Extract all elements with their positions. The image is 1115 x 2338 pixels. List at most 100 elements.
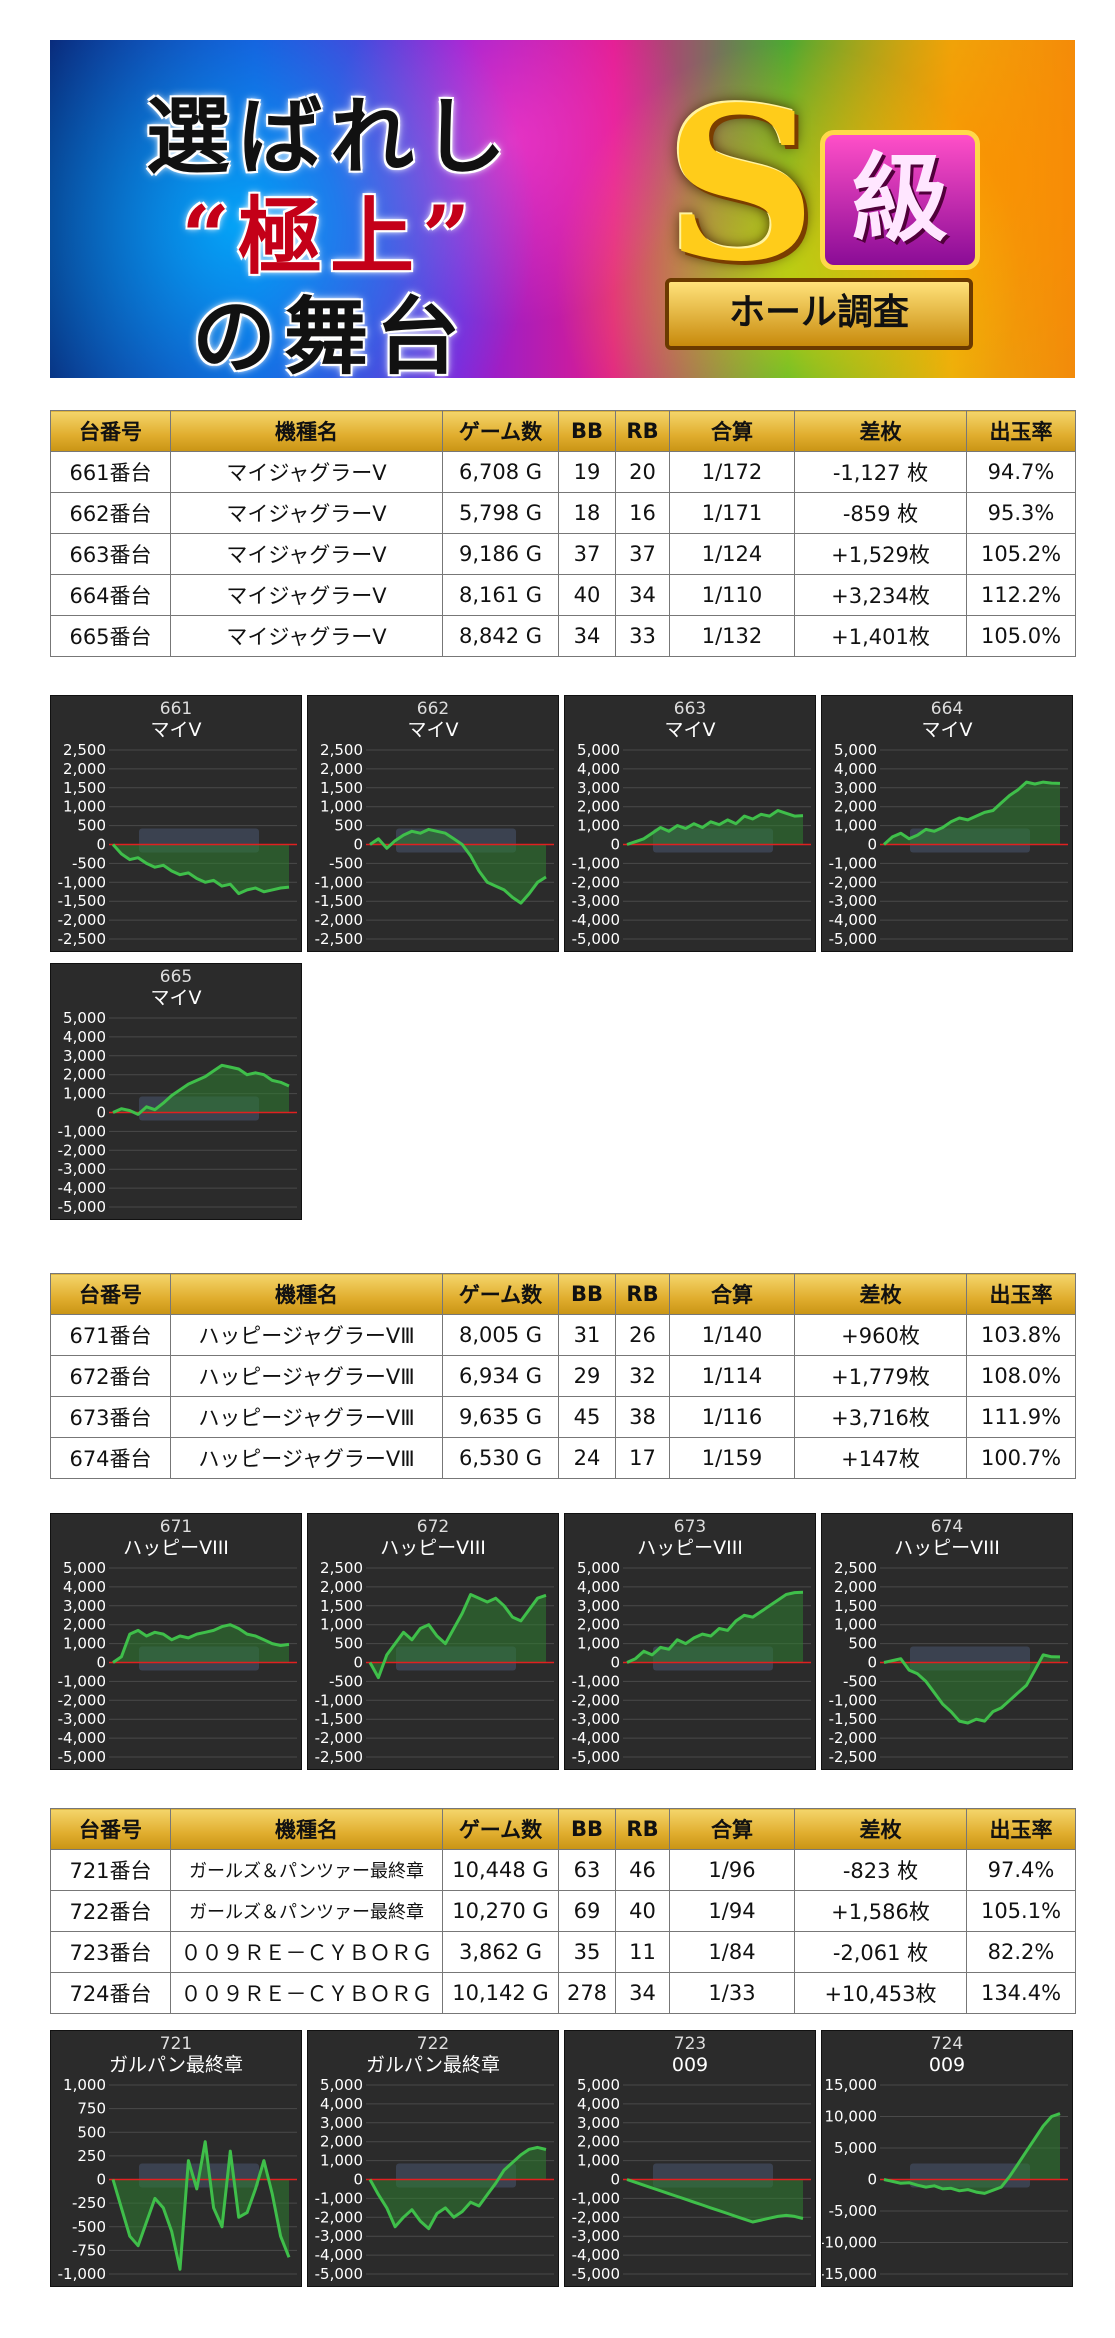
y-tick-label: -3,000 — [58, 1710, 106, 1728]
chart-subtitle: マイV — [151, 987, 202, 1009]
table-row: 664番台 マイジャグラーⅤ 8,161 G 40 34 1/110 +3,234枚 112.… — [50, 574, 1076, 616]
chart-subtitle: マイV — [665, 719, 716, 741]
cell-gousan: 1/114 — [669, 1355, 795, 1397]
table-row: 671番台 ハッピージャグラーⅤⅢ 8,005 G 31 26 1/140 +960枚 103… — [50, 1314, 1076, 1356]
y-tick-label: -1,000 — [829, 854, 877, 872]
y-tick-label: 2,000 — [320, 760, 363, 778]
table-header-row: 台番号 機種名 ゲーム数 BB RB 合算 差枚 出玉率 — [50, 1273, 1076, 1315]
chart-panel-664: 664 マイV 5,000 4,000 3,000 2,000 1,000 0 -1,000 -2… — [821, 695, 1073, 952]
cell-games: 5,798 G — [442, 492, 559, 534]
cell-samai: +1,586枚 — [794, 1890, 967, 1932]
cell-games: 9,635 G — [442, 1396, 559, 1438]
y-tick-label: 4,000 — [834, 760, 877, 778]
series-area — [370, 2147, 546, 2229]
cell-bb: 278 — [558, 1972, 616, 2014]
column-header: 機種名 — [170, 1273, 443, 1315]
y-tick-label: 5,000 — [834, 2139, 877, 2157]
series-area — [370, 1594, 546, 1678]
cell-gousan: 1/132 — [669, 615, 795, 657]
y-tick-label: -250 — [72, 2194, 106, 2212]
cell-bb: 19 — [558, 451, 616, 493]
y-tick-label: 750 — [77, 2100, 106, 2118]
column-header: 台番号 — [50, 1273, 171, 1315]
cell-samai: +1,529枚 — [794, 533, 967, 575]
cell-gousan: 1/159 — [669, 1437, 795, 1479]
y-tick-label: -1,000 — [58, 873, 106, 891]
y-tick-label: -1,000 — [829, 1691, 877, 1709]
y-tick-label: 500 — [334, 817, 363, 835]
y-tick-label: 3,000 — [320, 2114, 363, 2132]
cell-machine: マイジャグラーⅤ — [170, 492, 443, 534]
column-header: RB — [615, 410, 670, 452]
chart-panel-723: 723 009 5,000 4,000 3,000 2,000 1,000 0 -1,000 -2… — [564, 2030, 816, 2287]
column-header: ゲーム数 — [442, 1808, 559, 1850]
y-tick-label: 3,000 — [834, 779, 877, 797]
series-line — [111, 843, 290, 896]
cell-rb: 34 — [615, 1972, 670, 2014]
cell-games: 6,934 G — [442, 1355, 559, 1397]
cell-samai: -823 枚 — [794, 1849, 967, 1891]
series-line — [368, 2145, 547, 2231]
y-tick-label: -2,000 — [572, 873, 620, 891]
series-line — [368, 1593, 547, 1680]
chart-subtitle: ガルパン最終章 — [366, 2054, 500, 2076]
cell-rate: 108.0% — [966, 1355, 1076, 1397]
cell-no: 721番台 — [50, 1849, 171, 1891]
cell-no: 673番台 — [50, 1396, 171, 1438]
y-tick-label: 0 — [353, 2171, 363, 2189]
cell-no: 722番台 — [50, 1890, 171, 1932]
y-tick-label: 2,000 — [63, 1066, 106, 1084]
cell-no: 665番台 — [50, 615, 171, 657]
column-header: 差枚 — [794, 1273, 967, 1315]
cell-rb: 32 — [615, 1355, 670, 1397]
column-header: 差枚 — [794, 1808, 967, 1850]
cell-machine: マイジャグラーⅤ — [170, 574, 443, 616]
emblem-ribbon: ホール調査 — [665, 278, 973, 350]
cell-games: 10,270 G — [442, 1890, 559, 1932]
emblem-letter: S — [665, 61, 817, 308]
y-tick-label: -4,000 — [572, 1729, 620, 1747]
y-tick-label: -4,000 — [829, 911, 877, 929]
cell-samai: +1,401枚 — [794, 615, 967, 657]
cell-games: 8,161 G — [442, 574, 559, 616]
series-line — [112, 1063, 290, 1116]
y-tick-label: 5,000 — [577, 741, 620, 759]
chart-title: 721 — [160, 2034, 192, 2054]
machine-table-happyjuggler: 台番号 機種名 ゲーム数 BB RB 合算 差枚 出玉率 671番台 ハッピージャグラーⅤⅢ 8,0… — [50, 1273, 1076, 1479]
banner-line-2: “極上” — [181, 187, 479, 286]
series-line — [883, 2112, 1061, 2195]
series-area — [884, 2113, 1060, 2194]
chart-panel-673: 673 ハッピーVIII 5,000 4,000 3,000 2,000 1,000 0 -1,… — [564, 1513, 816, 1770]
y-tick-label: -1,000 — [572, 2189, 620, 2207]
cell-bb: 37 — [558, 533, 616, 575]
cell-rate: 105.0% — [966, 615, 1076, 657]
series-line — [369, 827, 547, 905]
cell-gousan: 1/96 — [669, 1849, 795, 1891]
y-tick-label: 15,000 — [825, 2076, 878, 2094]
cell-rate: 95.3% — [966, 492, 1076, 534]
cell-samai: +3,234枚 — [794, 574, 967, 616]
y-tick-label: 0 — [610, 836, 620, 854]
cell-samai: -2,061 枚 — [794, 1931, 967, 1973]
y-tick-label: -5,000 — [315, 2265, 363, 2283]
y-tick-label: 5,000 — [577, 1559, 620, 1577]
y-tick-label: -2,500 — [315, 1748, 363, 1766]
cell-rate: 103.8% — [966, 1314, 1076, 1356]
chart-panel-724: 724 009 15,000 10,000 5,000 0 -5,000 -10,000 -15… — [821, 2030, 1073, 2287]
cell-gousan: 1/124 — [669, 533, 795, 575]
series-area — [627, 2179, 803, 2222]
y-tick-label: 1,500 — [320, 779, 363, 797]
y-tick-label: 1,000 — [63, 1635, 106, 1653]
y-tick-label: -2,500 — [829, 1748, 877, 1766]
y-tick-label: -1,000 — [315, 2189, 363, 2207]
emblem-kanji: 級 — [820, 130, 980, 270]
y-tick-label: 1,000 — [834, 817, 877, 835]
y-tick-label: -1,000 — [572, 854, 620, 872]
y-tick-label: 1,000 — [577, 2152, 620, 2170]
column-header: BB — [558, 1273, 616, 1315]
cell-gousan: 1/110 — [669, 574, 795, 616]
cell-rate: 105.2% — [966, 533, 1076, 575]
chart-title: 723 — [674, 2034, 706, 2054]
